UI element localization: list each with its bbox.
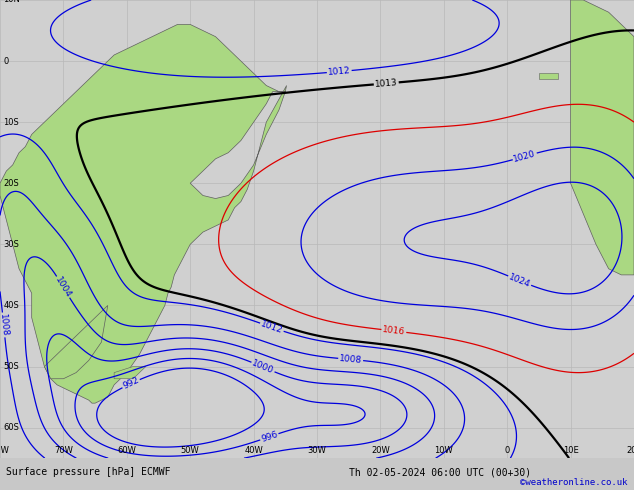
Text: 1020: 1020: [512, 149, 537, 164]
Polygon shape: [44, 305, 108, 379]
Text: 40S: 40S: [3, 301, 19, 310]
Polygon shape: [539, 74, 558, 79]
Text: 40W: 40W: [244, 446, 263, 455]
Text: 0: 0: [3, 56, 8, 66]
Text: 1008: 1008: [0, 313, 10, 337]
Polygon shape: [0, 24, 287, 403]
Text: Surface pressure [hPa] ECMWF: Surface pressure [hPa] ECMWF: [6, 467, 171, 477]
Text: 50W: 50W: [181, 446, 200, 455]
Polygon shape: [114, 367, 146, 379]
Text: 30W: 30W: [307, 446, 327, 455]
Text: 20E: 20E: [626, 446, 634, 455]
Text: 992: 992: [121, 376, 141, 391]
Text: 1012: 1012: [259, 319, 284, 335]
Text: ©weatheronline.co.uk: ©weatheronline.co.uk: [520, 478, 628, 487]
Text: 10N: 10N: [3, 0, 20, 4]
Text: Th 02-05-2024 06:00 UTC (00+30): Th 02-05-2024 06:00 UTC (00+30): [349, 467, 531, 477]
Text: 20S: 20S: [3, 179, 19, 188]
Text: 70W: 70W: [54, 446, 73, 455]
Text: 996: 996: [260, 430, 279, 444]
Text: 50S: 50S: [3, 362, 19, 371]
Text: 1004: 1004: [53, 275, 73, 299]
Text: 1012: 1012: [327, 66, 351, 77]
Text: 60W: 60W: [117, 446, 136, 455]
Text: 10E: 10E: [563, 446, 578, 455]
Text: 1024: 1024: [507, 272, 532, 289]
Text: 1000: 1000: [250, 359, 275, 376]
Text: 1008: 1008: [339, 354, 363, 365]
Text: 10W: 10W: [434, 446, 453, 455]
Text: 60S: 60S: [3, 423, 19, 432]
Text: 0: 0: [505, 446, 510, 455]
Text: 1013: 1013: [375, 78, 398, 89]
Text: 10S: 10S: [3, 118, 19, 127]
Text: 80W: 80W: [0, 446, 10, 455]
Polygon shape: [571, 0, 634, 275]
Text: 30S: 30S: [3, 240, 19, 249]
Text: 20W: 20W: [371, 446, 390, 455]
Text: 1016: 1016: [382, 325, 406, 337]
